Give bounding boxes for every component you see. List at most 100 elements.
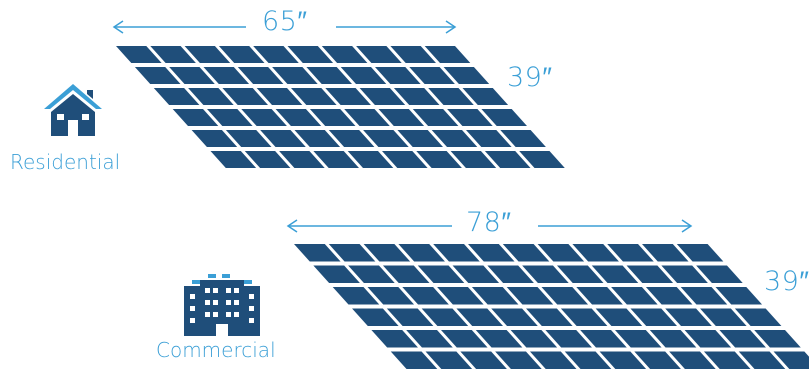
residential-height-label: 39″ (507, 62, 553, 93)
panel-cell (390, 351, 438, 369)
panel-cell (537, 244, 585, 262)
panel-cell (468, 244, 515, 262)
panel-cell (321, 46, 368, 63)
panel-cell (719, 330, 766, 348)
panel-cell (447, 109, 493, 126)
commercial-width-label: 78″ (466, 207, 512, 238)
panel-cell (218, 46, 265, 63)
panel-cell (645, 287, 693, 305)
panel-cell (703, 351, 751, 369)
panel-cell (417, 265, 465, 283)
panel-cell (375, 67, 421, 84)
panel-cell (412, 109, 459, 126)
panel-cell (222, 88, 268, 105)
panel-cell (406, 330, 453, 348)
panel-cell (421, 308, 469, 326)
panel-cell (294, 244, 341, 262)
panel-cell (466, 130, 512, 147)
panel-cell (541, 287, 589, 305)
panel-cell (116, 46, 162, 63)
panel-cell (669, 351, 716, 369)
residential-solar-panel (116, 46, 565, 168)
panel-cell (397, 130, 443, 147)
panel-cell (484, 151, 531, 168)
panel-cell (754, 330, 801, 348)
panel-cell (332, 287, 380, 305)
residential-width-label: 65″ (262, 6, 308, 37)
panel-cell (207, 109, 253, 126)
panel-cell (700, 308, 747, 326)
panel-cell (210, 151, 257, 168)
panel-cell (424, 46, 471, 63)
panel-cell (441, 330, 488, 348)
panel-cell (626, 265, 674, 283)
panel-cell (347, 151, 394, 168)
panel-cell (595, 308, 643, 326)
panel-cell (437, 287, 484, 305)
panel-cell (393, 88, 440, 105)
panel-cell (680, 287, 728, 305)
commercial-width-arrow (286, 219, 693, 233)
office-building-icon (184, 274, 260, 336)
panel-cell (661, 265, 708, 283)
panel-cell (443, 67, 490, 84)
panel-cell (475, 330, 523, 348)
panel-cell (428, 88, 474, 105)
panel-cell (272, 67, 318, 84)
panel-cell (519, 151, 565, 168)
panel-cell (510, 330, 558, 348)
panel-cell (371, 330, 418, 348)
panel-cell (425, 351, 473, 369)
panel-cell (456, 308, 503, 326)
panel-cell (241, 109, 287, 126)
panel-cell (356, 46, 402, 63)
panel-cell (184, 46, 231, 63)
panel-cell (367, 287, 415, 305)
residential-category-label: Residential (10, 150, 121, 174)
panel-cell (348, 265, 395, 283)
panel-cell (359, 88, 406, 105)
panel-cell (390, 46, 436, 63)
panel-cell (378, 109, 425, 126)
commercial-height-label: 39″ (764, 266, 809, 297)
panel-cell (715, 287, 763, 305)
panel-cell (580, 330, 627, 348)
panel-cell (313, 265, 360, 283)
panel-cell (433, 244, 480, 262)
panel-cell (615, 330, 662, 348)
panel-cell (642, 244, 689, 262)
panel-cell (545, 330, 592, 348)
panel-cell (634, 351, 681, 369)
panel-cell (153, 88, 200, 105)
panel-cell (462, 88, 509, 105)
panel-cell (572, 244, 619, 262)
panel-cell (328, 130, 375, 147)
panel-cell (309, 109, 356, 126)
panel-cell (676, 244, 724, 262)
panel-cell (630, 308, 677, 326)
panel-cell (188, 88, 234, 105)
panel-cell (344, 109, 390, 126)
panel-cell (363, 130, 409, 147)
panel-cell (684, 330, 732, 348)
panel-cell (237, 67, 284, 84)
panel-cell (576, 287, 623, 305)
house-icon (44, 84, 102, 136)
commercial-solar-panel (294, 244, 809, 369)
panel-cell (291, 88, 337, 105)
panel-cell (313, 151, 359, 168)
panel-cell (665, 308, 712, 326)
panel-cell (398, 244, 445, 262)
panel-cell (611, 287, 658, 305)
panel-cell (526, 308, 573, 326)
panel-cell (502, 244, 550, 262)
panel-cell (275, 109, 322, 126)
panel-cell (649, 330, 697, 348)
panel-cell (287, 46, 334, 63)
panel-cell (402, 287, 449, 305)
panel-cell (460, 351, 507, 369)
panel-cell (599, 351, 647, 369)
panel-cell (150, 46, 196, 63)
